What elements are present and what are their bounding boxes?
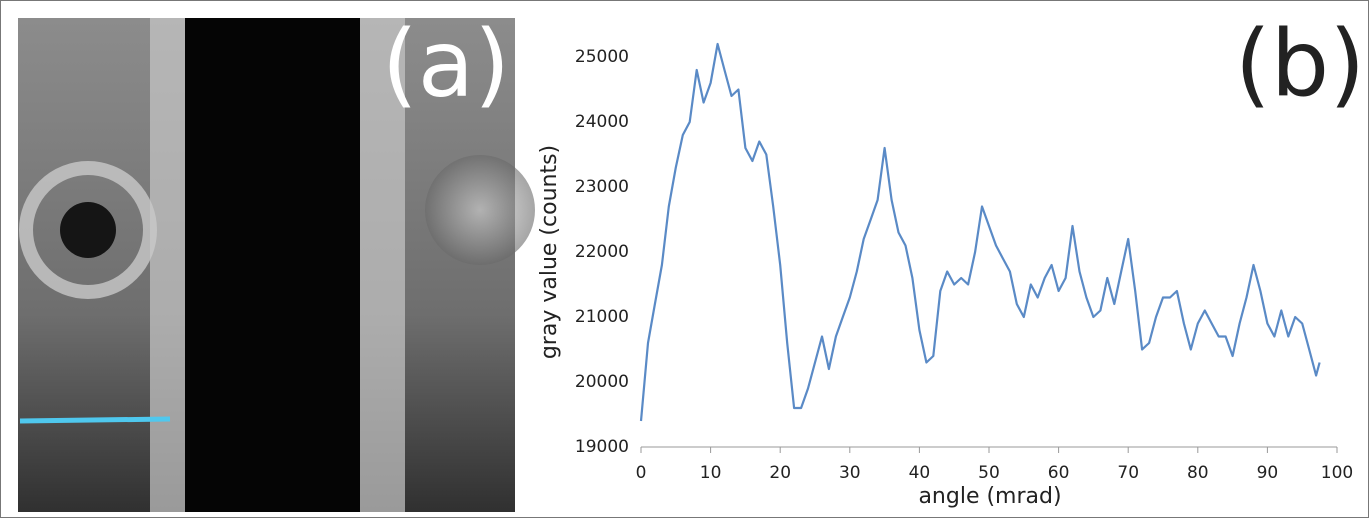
x-tick-label: 90 <box>1257 463 1279 483</box>
x-tick-label: 70 <box>1117 463 1139 483</box>
micrograph <box>18 18 535 512</box>
x-axis-label: angle (mrad) <box>918 484 1061 509</box>
x-tick-label: 10 <box>700 463 722 483</box>
y-tick-label: 23000 <box>575 177 629 197</box>
y-tick-label: 24000 <box>575 112 629 132</box>
y-tick-label: 20000 <box>575 372 629 392</box>
data-line <box>639 42 1321 422</box>
y-tick-label: 22000 <box>575 242 629 262</box>
x-tick-label: 100 <box>1321 463 1353 483</box>
panel-label: (b) <box>1235 10 1365 117</box>
x-tick-label: 50 <box>978 463 1000 483</box>
x-tick-label: 0 <box>636 463 647 483</box>
panel-label: (a) <box>382 10 510 117</box>
y-axis-label: gray value (counts) <box>537 145 562 359</box>
x-tick-label: 20 <box>769 463 791 483</box>
x-tick-label: 40 <box>909 463 931 483</box>
x-tick-label: 30 <box>839 463 861 483</box>
y-tick-label: 19000 <box>575 437 629 457</box>
x-tick-label: 60 <box>1048 463 1070 483</box>
y-tick-label: 25000 <box>575 47 629 67</box>
x-tick-label: 80 <box>1187 463 1209 483</box>
y-tick-label: 21000 <box>575 307 629 327</box>
